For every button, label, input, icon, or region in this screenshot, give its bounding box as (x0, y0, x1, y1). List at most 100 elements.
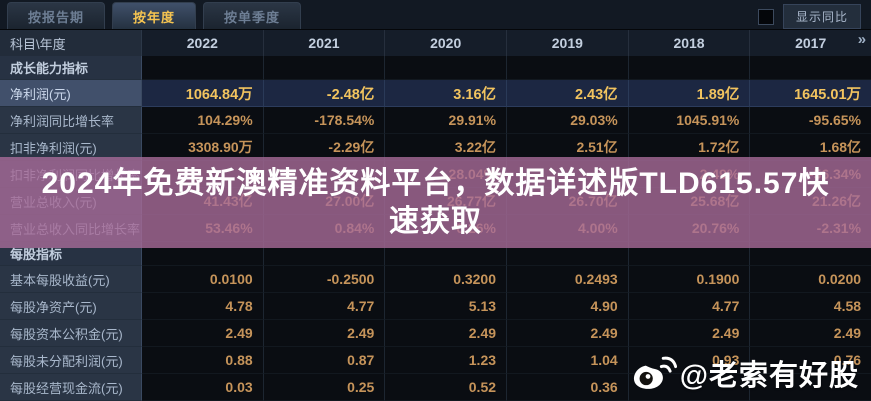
value-cell: 0.3200 (385, 266, 508, 293)
row-label: 营业总收入同比增长率 (0, 215, 142, 242)
row-values: 4.78 4.77 5.13 4.90 4.77 4.58 (142, 293, 871, 320)
row-values: 28.04% 2.49% -56.34% (142, 161, 871, 188)
section-title: 每股指标 (0, 242, 142, 266)
value-cell: 2.49 (750, 320, 871, 347)
row-label: 每股未分配利润(元) (0, 347, 142, 374)
row-values: 2.49 2.49 2.49 2.49 2.49 2.49 (142, 320, 871, 347)
value-cell (263, 161, 386, 188)
table-body: 成长能力指标 净利润(元) 1064.84万 -2.48亿 3.16亿 2.43亿 1.89… (0, 56, 871, 401)
value-cell: 1.72亿 (628, 134, 751, 161)
year-headers: 2022 2021 2020 2019 2018 2017» (142, 30, 871, 56)
value-cell: 2.49 (142, 320, 264, 347)
value-cell: 3308.90万 (142, 134, 264, 161)
year-header-2022: 2022 (142, 30, 264, 56)
year-header-2021: 2021 (264, 30, 386, 56)
tab-by-quarter[interactable]: 按单季度 (203, 2, 302, 29)
row-values: 53.46% 0.84% 0.26% 4.00% 20.76% -2.31% (142, 215, 871, 242)
value-cell: 41.43亿 (142, 188, 264, 215)
tab-group: 按报告期 按年度 按单季度 (0, 0, 302, 29)
value-cell: -2.31% (750, 215, 871, 242)
chevron-right-icon[interactable]: » (857, 31, 867, 48)
value-cell: 0.0100 (142, 266, 264, 293)
value-cell: 0.1900 (628, 266, 751, 293)
row-values: 0.03 0.25 0.52 0.36 (142, 374, 871, 401)
data-row[interactable]: 净利润同比增长率 104.29% -178.54% 29.91% 29.03% 1045.… (0, 107, 871, 134)
row-label: 每股净资产(元) (0, 293, 142, 320)
value-cell (750, 56, 871, 80)
value-cell: 0.2493 (507, 266, 629, 293)
data-row[interactable]: 扣非净利润同比增长率 28.04% 2.49% -56.34% (0, 161, 871, 188)
data-row[interactable]: 扣非净利润(元) 3308.90万 -2.29亿 3.22亿 2.51亿 1.72亿 1.6… (0, 134, 871, 161)
row-values: 0.0100 -0.2500 0.3200 0.2493 0.1900 0.0200 (142, 266, 871, 293)
value-cell (385, 56, 508, 80)
show-yoy-button[interactable]: 显示同比 (782, 4, 861, 29)
row-values: 3308.90万 -2.29亿 3.22亿 2.51亿 1.72亿 1.68亿 (142, 134, 871, 161)
row-label: 基本每股收益(元) (0, 266, 142, 293)
value-cell: 1.89亿 (628, 80, 751, 107)
value-cell: 0.26% (385, 215, 508, 242)
value-cell: 2.49 (628, 320, 751, 347)
data-row[interactable]: 每股净资产(元) 4.78 4.77 5.13 4.90 4.77 4.58 (0, 293, 871, 320)
value-cell: -95.65% (750, 107, 871, 134)
value-cell: 0.52 (385, 374, 508, 401)
row-label: 每股经营现金流(元) (0, 374, 142, 401)
data-row[interactable]: 营业总收入(元) 41.43亿 27.00亿 26.77亿 26.70亿 25.68亿 21… (0, 188, 871, 215)
data-row[interactable]: 每股经营现金流(元) 0.03 0.25 0.52 0.36 (0, 374, 871, 401)
show-yoy-control: 显示同比 (757, 4, 861, 29)
year-header-2019: 2019 (507, 30, 629, 56)
data-row[interactable]: 净利润(元) 1064.84万 -2.48亿 3.16亿 2.43亿 1.89亿 1645.… (0, 80, 871, 107)
value-cell: 4.58 (750, 293, 871, 320)
value-cell (507, 161, 629, 188)
value-cell: 3.16亿 (385, 80, 508, 107)
value-cell (263, 242, 386, 266)
row-label: 营业总收入(元) (0, 188, 142, 215)
value-cell (142, 242, 264, 266)
value-cell (750, 242, 871, 266)
row-label: 每股资本公积金(元) (0, 320, 142, 347)
value-cell (385, 242, 508, 266)
value-cell: 1.23 (385, 347, 508, 374)
value-cell (142, 56, 264, 80)
data-row[interactable]: 每股未分配利润(元) 0.88 0.87 1.23 1.04 0.93 0.76 (0, 347, 871, 374)
value-cell: 0.88 (142, 347, 264, 374)
year-header-2018: 2018 (629, 30, 751, 56)
value-cell: 21.26亿 (750, 188, 871, 215)
value-cell: -2.29亿 (263, 134, 386, 161)
value-cell: 0.84% (263, 215, 386, 242)
value-cell: 0.0200 (750, 266, 871, 293)
show-yoy-checkbox[interactable] (757, 8, 774, 25)
row-values: 104.29% -178.54% 29.91% 29.03% 1045.91% -95.6… (142, 107, 871, 134)
row-label: 扣非净利润(元) (0, 134, 142, 161)
data-row[interactable]: 营业总收入同比增长率 53.46% 0.84% 0.26% 4.00% 20.76% -2.… (0, 215, 871, 242)
value-cell: 104.29% (142, 107, 264, 134)
value-cell: 1645.01万 (750, 80, 871, 107)
value-cell (628, 56, 751, 80)
data-row[interactable]: 基本每股收益(元) 0.0100 -0.2500 0.3200 0.2493 0.1900… (0, 266, 871, 293)
value-cell: 1.04 (507, 347, 629, 374)
value-cell: 1.68亿 (750, 134, 871, 161)
tab-by-year[interactable]: 按年度 (112, 2, 197, 29)
value-cell: 2.51亿 (507, 134, 629, 161)
tab-by-report-period[interactable]: 按报告期 (7, 2, 106, 29)
value-cell: 29.03% (507, 107, 629, 134)
value-cell: 4.00% (507, 215, 629, 242)
value-cell: 1064.84万 (142, 80, 264, 107)
value-cell: 26.77亿 (385, 188, 508, 215)
value-cell: 20.76% (628, 215, 751, 242)
value-cell: -178.54% (263, 107, 386, 134)
section-empty-cells (142, 242, 871, 266)
value-cell: 5.13 (385, 293, 508, 320)
value-cell: 1045.91% (628, 107, 751, 134)
value-cell: 0.03 (142, 374, 264, 401)
year-header-2020: 2020 (385, 30, 508, 56)
row-label: 净利润(元) (0, 80, 142, 107)
section-header-row: 每股指标 (0, 242, 871, 266)
value-cell: 25.68亿 (628, 188, 751, 215)
value-cell: -2.48亿 (263, 80, 386, 107)
data-row[interactable]: 每股资本公积金(元) 2.49 2.49 2.49 2.49 2.49 2.49 (0, 320, 871, 347)
value-cell: 4.90 (507, 293, 629, 320)
value-cell: 2.43亿 (507, 80, 629, 107)
value-cell: 4.78 (142, 293, 264, 320)
value-cell: 2.49 (385, 320, 508, 347)
